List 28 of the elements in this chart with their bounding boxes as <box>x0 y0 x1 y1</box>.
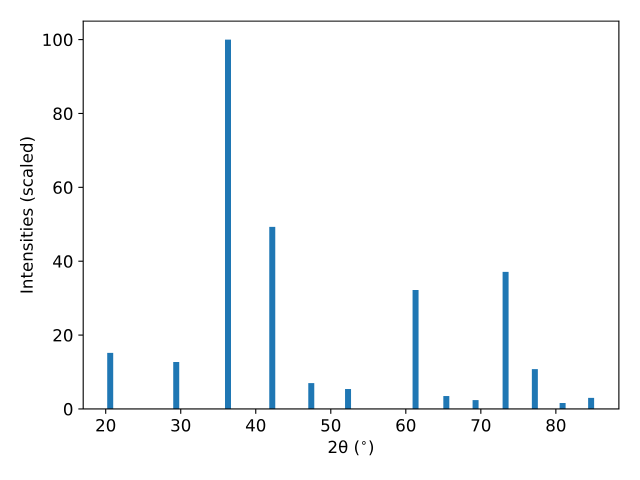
bar <box>345 389 352 409</box>
y-tick-label: 40 <box>53 255 72 268</box>
bar <box>502 272 509 409</box>
y-tick-label: 0 <box>64 402 72 416</box>
x-tick-label: 80 <box>546 418 566 432</box>
x-tick-label: 50 <box>321 418 340 432</box>
bar <box>560 403 566 409</box>
bar <box>472 400 479 409</box>
x-tick-label: 20 <box>96 418 116 432</box>
bar <box>588 398 594 409</box>
y-tick-label: 100 <box>43 34 72 46</box>
y-tick-label: 80 <box>53 107 72 120</box>
bar <box>443 396 450 409</box>
bar <box>225 40 231 409</box>
x-tick-label: 60 <box>396 418 416 432</box>
bar <box>308 383 314 409</box>
x-tick-label: 40 <box>246 418 266 432</box>
y-tick-label: 60 <box>53 181 72 194</box>
bar <box>532 369 538 409</box>
x-tick-label: 30 <box>171 418 190 432</box>
bar <box>412 290 419 409</box>
bar <box>269 226 276 409</box>
bar <box>107 352 114 409</box>
bar <box>173 362 180 409</box>
x-axis-title: 2θ ($^{∘}$) <box>328 440 374 456</box>
y-tick-label: 20 <box>53 329 72 342</box>
x-tick-label: 70 <box>472 418 490 432</box>
y-axis-title: Intensities (scaled) <box>20 137 35 292</box>
